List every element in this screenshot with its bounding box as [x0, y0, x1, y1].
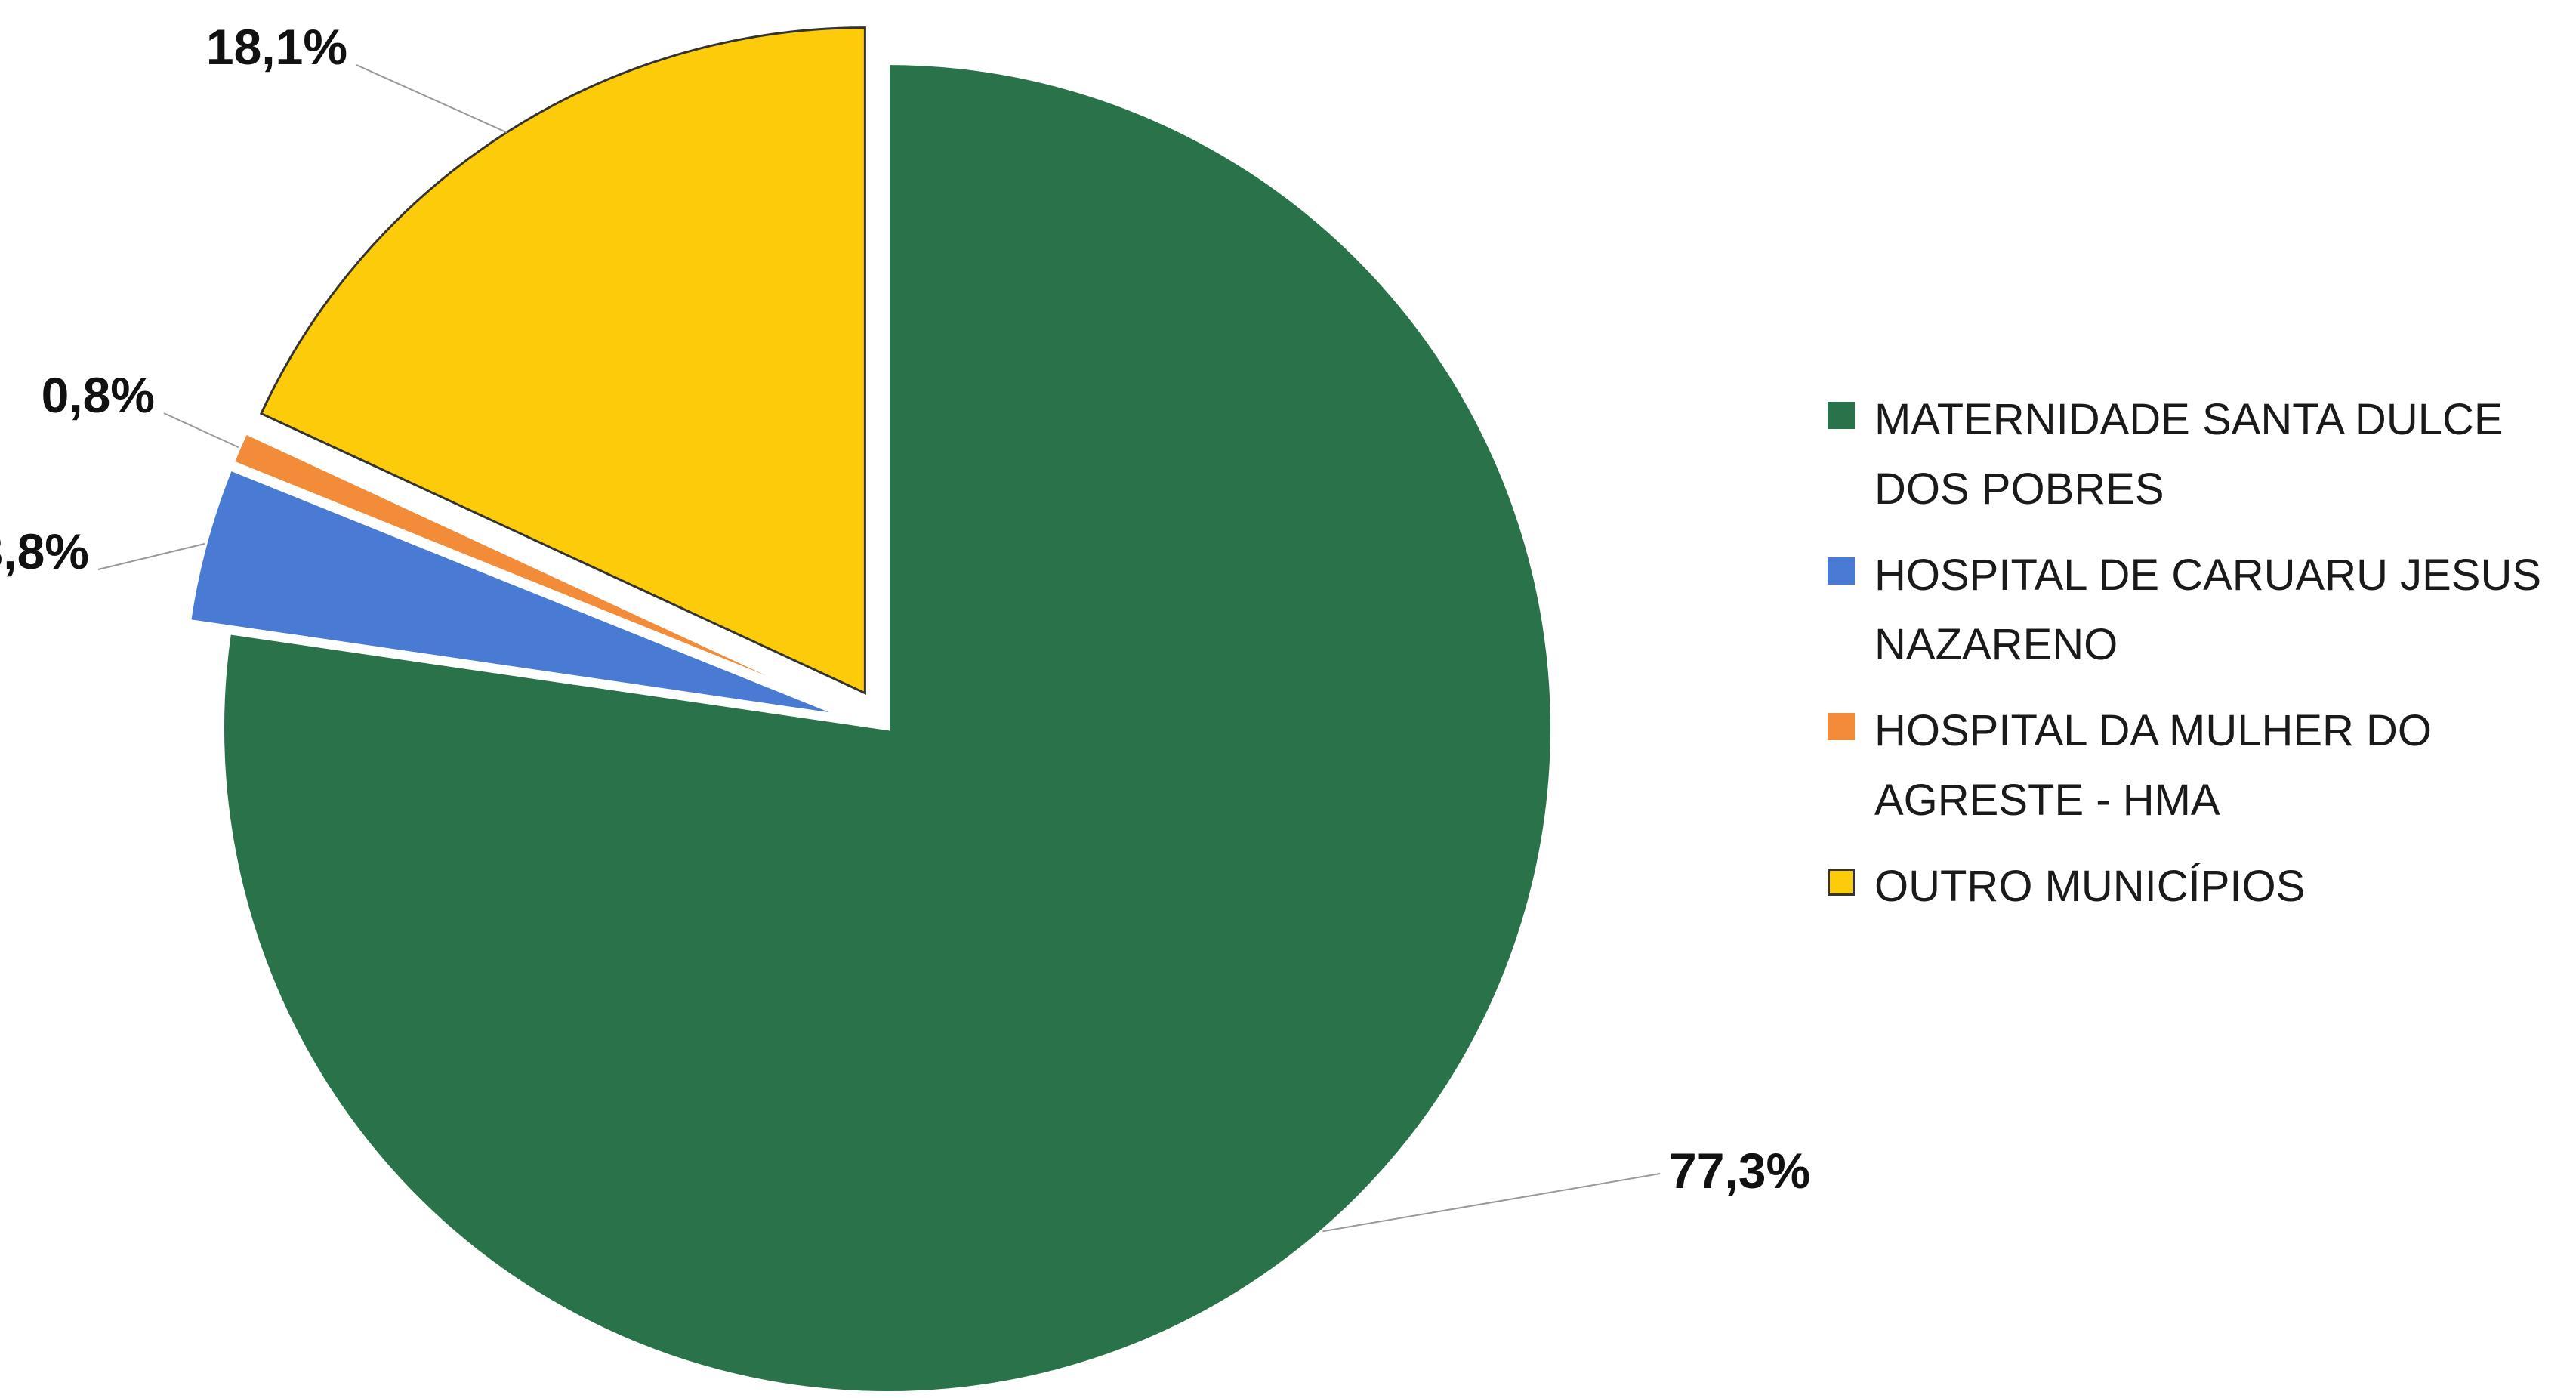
legend-swatch: [1828, 713, 1855, 740]
pie-slice: [259, 26, 866, 696]
leader-line: [163, 412, 239, 449]
data-label: 18,1%: [206, 19, 347, 75]
legend-label: HOSPITAL DA MULHER DO AGRESTE - HMA: [1874, 706, 2433, 825]
legend-item: HOSPITAL DA MULHER DO AGRESTE - HMA: [1828, 696, 2553, 835]
legend-swatch: [1828, 869, 1855, 896]
pie-slice: [220, 60, 1555, 1396]
leader-line: [356, 64, 507, 134]
legend-swatch: [1828, 557, 1855, 585]
legend-label: HOSPITAL DE CARUARU JESUS NAZARENO: [1874, 551, 2542, 669]
legend-item: MATERNIDADE SANTA DULCE DOS POBRES: [1828, 385, 2553, 524]
legend-label: OUTRO MUNICÍPIOS: [1874, 862, 2306, 911]
data-label: 3,8%: [0, 523, 89, 579]
legend-swatch: [1828, 402, 1855, 429]
legend: MATERNIDADE SANTA DULCE DOS POBRES HOSPIT…: [1828, 385, 2553, 938]
legend-item: HOSPITAL DE CARUARU JESUS NAZARENO: [1828, 541, 2553, 680]
legend-item: OUTRO MUNICÍPIOS: [1828, 852, 2553, 921]
data-label: 0,8%: [42, 367, 155, 423]
data-label: 77,3%: [1669, 1143, 1810, 1199]
legend-label: MATERNIDADE SANTA DULCE DOS POBRES: [1874, 395, 2504, 514]
leader-line: [1322, 1173, 1661, 1233]
leader-line: [97, 542, 205, 570]
pie-slice: [186, 465, 849, 720]
